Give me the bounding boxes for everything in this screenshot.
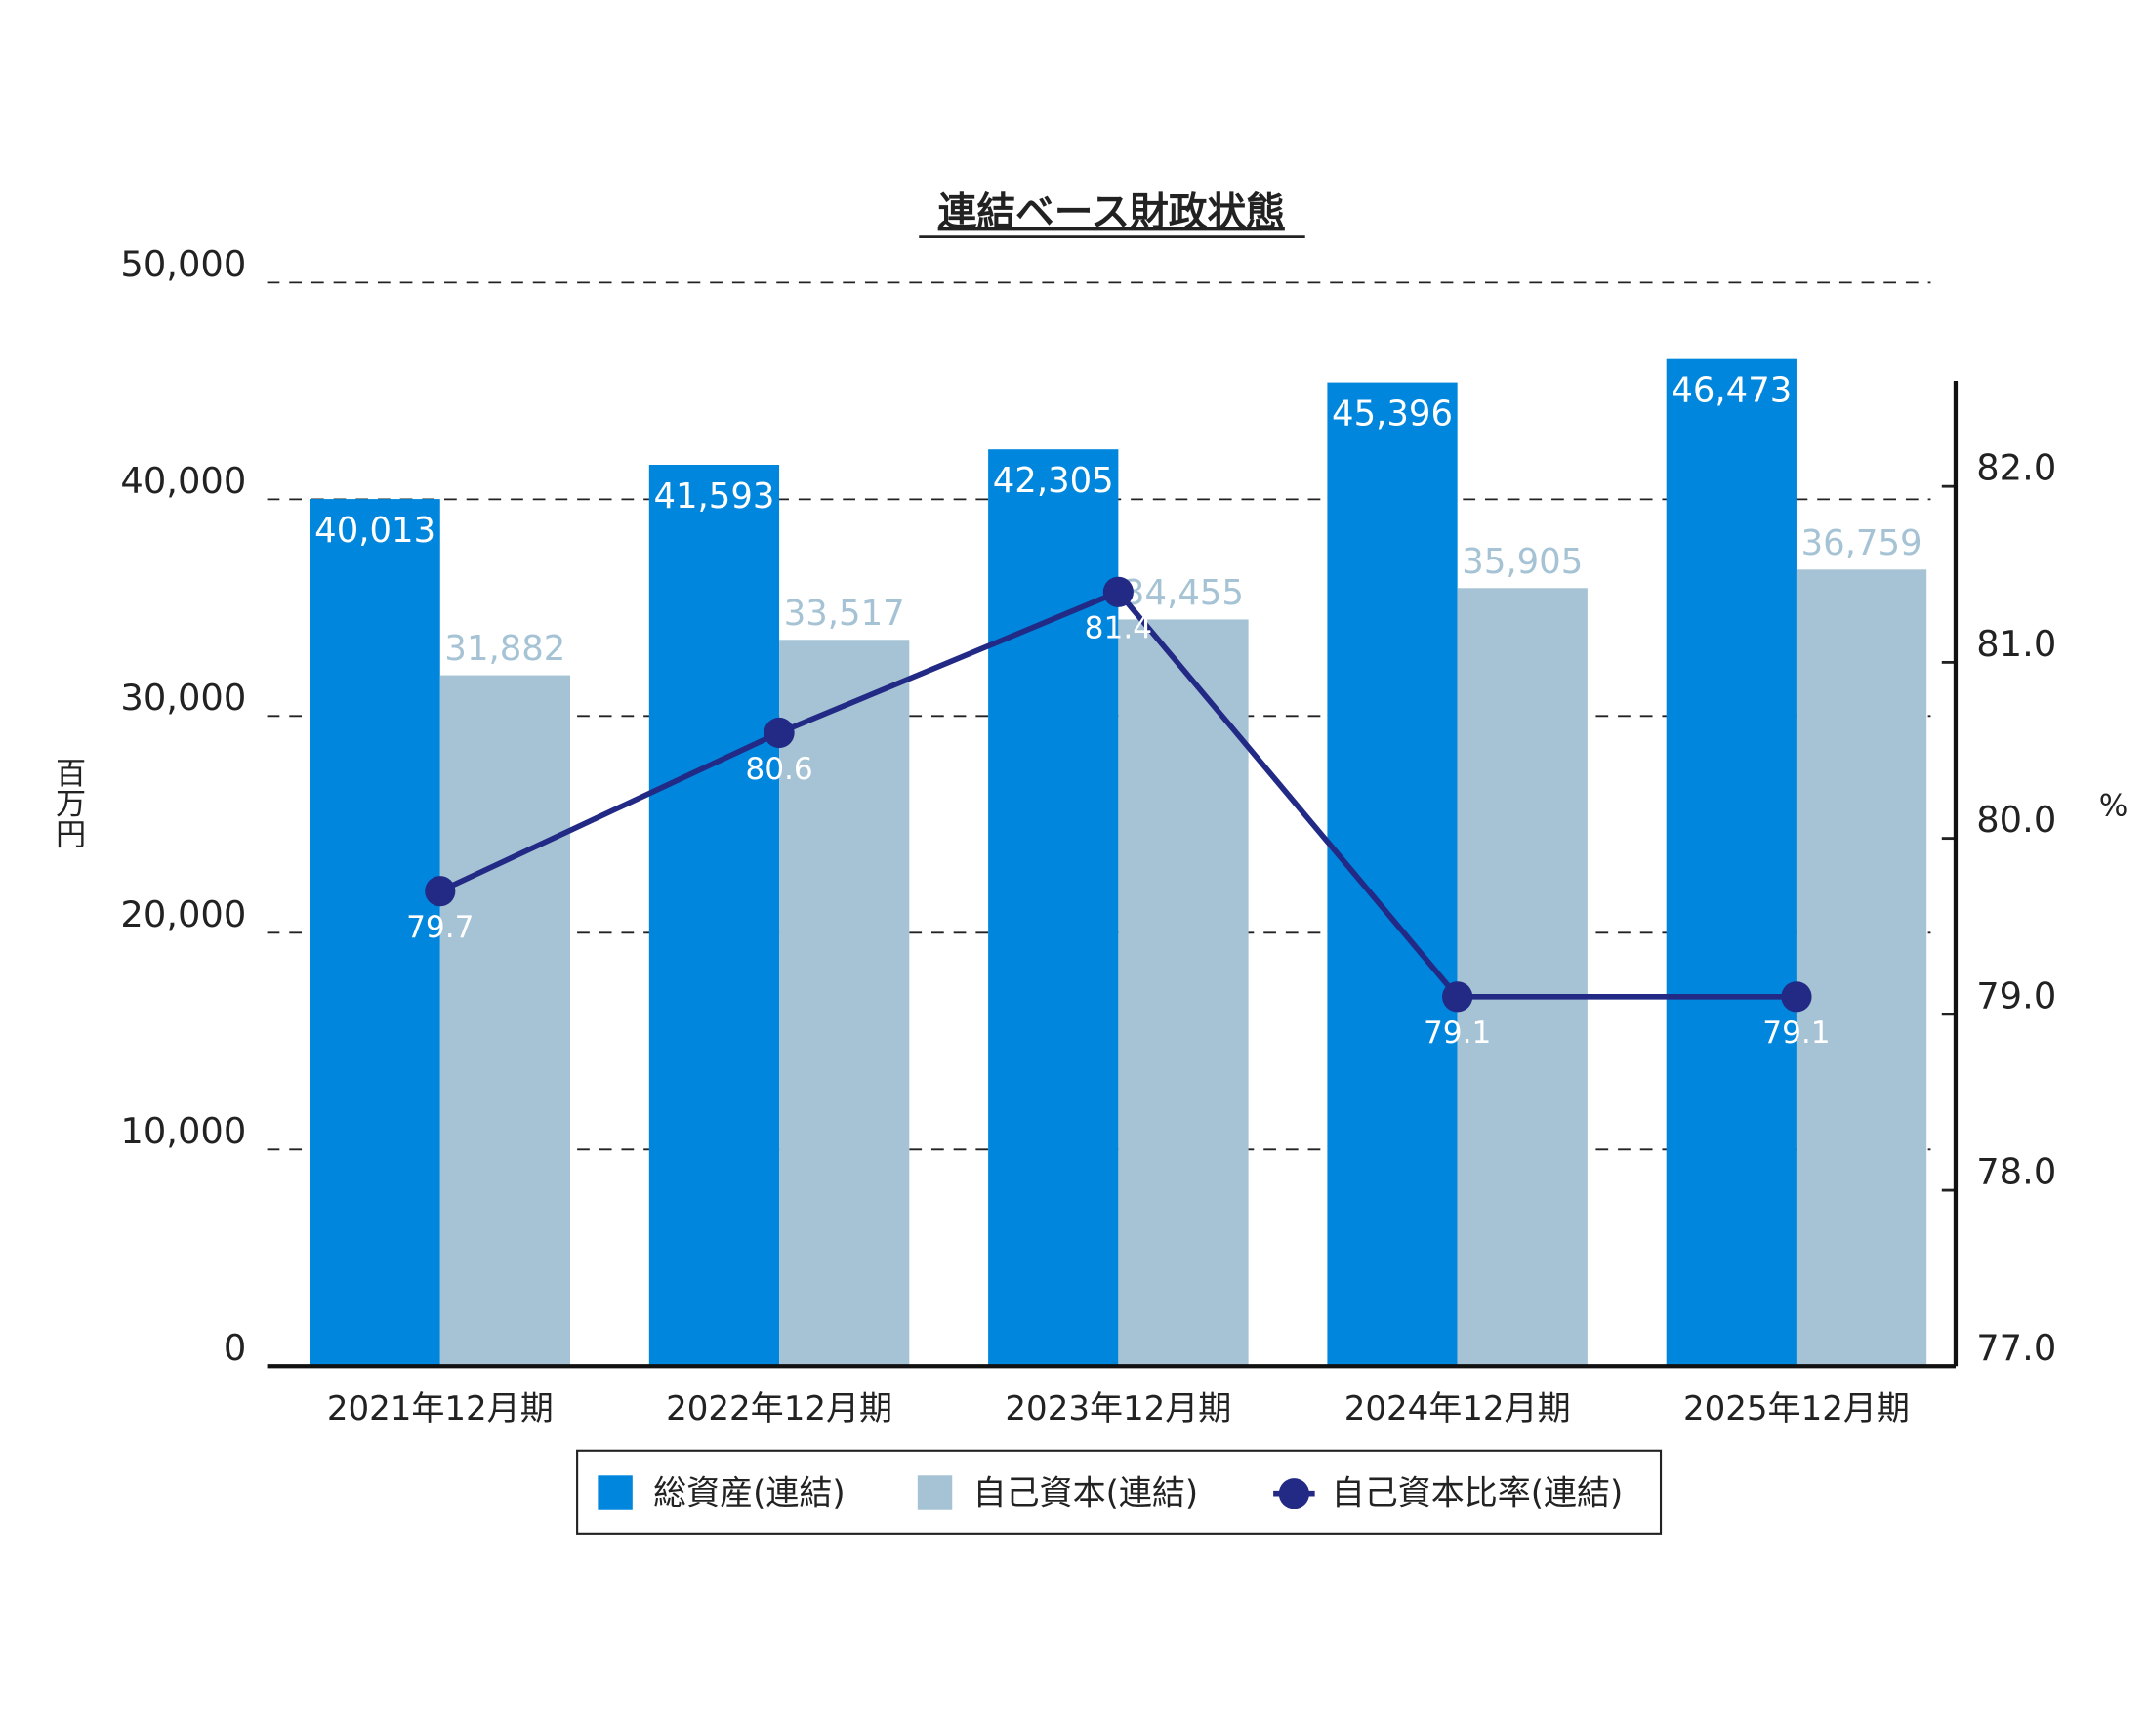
legend-box	[576, 1449, 1663, 1535]
bar	[439, 675, 571, 1367]
x-tick-label: 2021年12月期	[327, 1389, 554, 1428]
y-tick-label: 20,000	[120, 893, 246, 935]
bar-value-label: 41,593	[653, 476, 774, 517]
y-tick-label: 30,000	[120, 677, 246, 719]
chart-title: 連結ベース財政状態	[938, 189, 1285, 234]
line-point	[1781, 981, 1812, 1013]
legend-swatch	[917, 1475, 953, 1510]
bar	[648, 465, 780, 1367]
line-point	[1102, 576, 1134, 607]
line-value-label: 81.4	[1085, 611, 1152, 646]
bar-value-label: 40,013	[314, 511, 435, 551]
line-value-label: 79.1	[1762, 1015, 1830, 1051]
bar	[310, 499, 440, 1367]
legend-swatch-marker	[1278, 1478, 1309, 1509]
bar	[1666, 358, 1797, 1367]
legend-label: 自己資本(連結)	[973, 1474, 1199, 1513]
y-axis-label: 百万円	[50, 758, 85, 849]
bar-value-label: 31,882	[444, 629, 565, 669]
line-point	[764, 717, 795, 749]
x-tick-label: 2025年12月期	[1683, 1389, 1910, 1428]
y2-tick-label: 79.0	[1976, 974, 2056, 1016]
bar-value-label: 46,473	[1671, 371, 1792, 411]
legend-label: 総資産(連結)	[653, 1474, 846, 1513]
bar	[1457, 588, 1588, 1367]
bar-value-label: 35,905	[1462, 542, 1583, 582]
line-value-label: 79.7	[406, 910, 474, 945]
bar-value-label: 34,455	[1123, 573, 1244, 613]
bar	[1327, 382, 1458, 1367]
y2-tick-label: 81.0	[1976, 623, 2056, 665]
bar	[779, 640, 910, 1367]
bar-value-label: 33,517	[784, 594, 905, 634]
bar	[1796, 569, 1927, 1367]
bar	[1118, 619, 1249, 1367]
y2-tick-label: 77.0	[1976, 1327, 2056, 1369]
y2-tick-label: 82.0	[1976, 447, 2056, 489]
y2-tick-label: 78.0	[1976, 1151, 2056, 1193]
y-tick-label: 10,000	[120, 1110, 246, 1152]
x-tick-label: 2024年12月期	[1344, 1389, 1571, 1428]
bar-value-label: 42,305	[993, 461, 1114, 501]
line-value-label: 79.1	[1424, 1015, 1491, 1051]
line-point	[425, 876, 456, 907]
x-tick-label: 2023年12月期	[1005, 1389, 1231, 1428]
y2-tick-label: 80.0	[1976, 799, 2056, 841]
y2-axis-label: %	[2099, 789, 2128, 824]
legend-label: 自己資本比率(連結)	[1332, 1474, 1624, 1513]
bar-value-label: 36,759	[1801, 523, 1922, 563]
bar-value-label: 45,396	[1332, 394, 1453, 434]
y-tick-label: 50,000	[120, 243, 246, 285]
y-tick-label: 0	[224, 1327, 246, 1369]
x-tick-label: 2022年12月期	[666, 1389, 892, 1428]
legend-swatch	[598, 1475, 633, 1510]
line-point	[1442, 981, 1473, 1013]
y-tick-label: 40,000	[120, 460, 246, 502]
line-value-label: 80.6	[745, 752, 812, 787]
bar	[988, 449, 1119, 1367]
